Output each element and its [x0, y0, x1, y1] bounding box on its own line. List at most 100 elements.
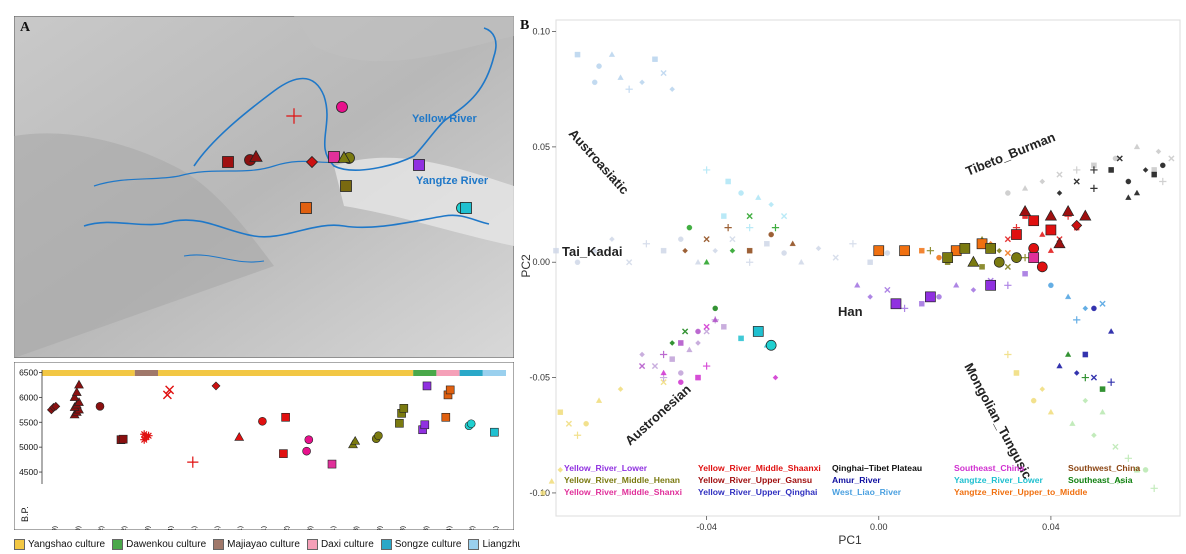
- pca-point: [1048, 282, 1054, 289]
- pca-point: [548, 478, 555, 484]
- pca-axes: -0.04 0.00 0.04 0.10 0.05 0.00 -0.05 -0.10: [529, 27, 1059, 532]
- culture-legend-item: Yangshao culture: [14, 538, 105, 550]
- pca-point: [695, 374, 701, 381]
- pca-point: [768, 231, 774, 238]
- pca-legend-item: Yellow_River_Upper_Qinghai: [698, 487, 817, 497]
- pca-point: [1004, 281, 1012, 289]
- pca-point: [1056, 190, 1063, 196]
- pca-group-label: Tai_Kadai: [562, 244, 622, 259]
- timeline-site-label: ZC (N = 3): [307, 526, 314, 530]
- timeline-point: [466, 419, 476, 429]
- map-site-marker: [460, 202, 472, 214]
- culture-bar-segment: [482, 370, 506, 376]
- pca-point: [1021, 253, 1029, 262]
- pca-highlight-point: [959, 243, 971, 254]
- map-site-marker: [300, 202, 312, 214]
- pca-highlight-point: [1028, 252, 1040, 263]
- pca-y-tick-label: -0.10: [529, 488, 550, 498]
- timeline-y-ticks: 6500 6000 5500 5000 4500: [19, 367, 43, 484]
- timeline-site-label: DY (N = 2): [284, 526, 291, 530]
- pca-highlight-point: [752, 326, 764, 337]
- pca-point: [617, 386, 624, 392]
- culture-bar-segment: [413, 370, 437, 376]
- timeline-site-label: WZ (N = 4): [168, 526, 175, 530]
- timeline-point: [187, 456, 199, 468]
- culture-bar-segment: [134, 370, 158, 376]
- pca-legend-item: Southeast_China: [954, 463, 1024, 473]
- pca-y-label: PC2: [520, 254, 533, 278]
- map-relief-north: [294, 16, 514, 62]
- pca-point: [1107, 378, 1115, 386]
- pca-point: [1039, 386, 1046, 392]
- pca-point: [609, 236, 615, 242]
- pca-point: [574, 259, 581, 265]
- culture-legend-swatch: [306, 538, 318, 550]
- pca-point: [1021, 185, 1029, 191]
- culture-legend-label: Songze culture: [394, 538, 462, 550]
- timeline-site-label: SNSZ (N = 2): [121, 526, 128, 530]
- pca-point: [1160, 162, 1166, 169]
- timeline-site-label: YC (N = 1): [330, 526, 337, 530]
- map-figure: Yellow River Yangtze River: [13, 15, 515, 359]
- pca-background: [520, 16, 1184, 548]
- pca-point: [1159, 177, 1167, 186]
- pca-point: [703, 323, 710, 330]
- timeline-point: [211, 381, 221, 391]
- pca-point: [678, 340, 684, 346]
- map-site-marker: [222, 156, 234, 168]
- pca-point: [1091, 432, 1097, 439]
- pca-point: [926, 247, 935, 255]
- pca-point: [557, 467, 564, 473]
- panel-letter-b: B: [520, 18, 530, 33]
- pca-point: [746, 212, 753, 220]
- pca-point: [617, 74, 624, 80]
- pca-point: [1112, 155, 1119, 162]
- timeline-site-label: FQS (N = 2): [469, 526, 476, 530]
- pca-highlight-point: [985, 243, 996, 254]
- pca-point: [884, 250, 891, 256]
- river-label-yellow: Yellow River: [412, 113, 478, 125]
- map-site-marker: [336, 101, 348, 113]
- panel-letter-a: A: [20, 20, 31, 35]
- timeline-point: [95, 402, 105, 411]
- pca-point: [815, 245, 822, 252]
- culture-legend-label: Liangzhu culture: [482, 538, 556, 550]
- yellow-river-line: [193, 27, 497, 171]
- pca-highlight-point: [985, 279, 996, 291]
- pca-point: [919, 247, 925, 254]
- pca-point: [660, 247, 667, 254]
- pca-point: [712, 316, 719, 323]
- pca-point: [849, 240, 857, 248]
- pca-point: [772, 374, 779, 381]
- pca-point: [596, 63, 602, 69]
- map-site-markers: [222, 101, 472, 214]
- pca-point: [738, 335, 744, 342]
- pca-point: [1022, 271, 1028, 277]
- pca-highlight-point: [1053, 237, 1066, 249]
- timeline-point: [51, 401, 61, 411]
- timeline-point: [422, 381, 432, 391]
- pca-point: [1047, 408, 1055, 415]
- timeline-site-label: SHS (N = 9): [376, 526, 383, 530]
- pca-point: [953, 282, 960, 288]
- pca-point: [746, 247, 753, 254]
- pca-point: [1039, 178, 1046, 185]
- timeline-point: [144, 431, 153, 440]
- pca-highlight-points: [752, 205, 1092, 351]
- pca-point: [659, 350, 668, 359]
- pca-point: [1056, 171, 1063, 178]
- pca-points: [540, 51, 1175, 496]
- pca-point: [936, 294, 942, 300]
- pca-point: [682, 328, 689, 335]
- pca-highlight-point: [1018, 205, 1032, 216]
- timeline-point: [399, 404, 409, 413]
- culture-bar-segment: [158, 370, 414, 376]
- pca-legend-item: Yangtze_River_Upper_to_Middle: [954, 487, 1087, 497]
- map-plain: [334, 157, 514, 246]
- timeline-point: [445, 385, 455, 395]
- timeline-point: [441, 412, 451, 422]
- timeline-site-label: DDW (N = 2): [98, 526, 105, 530]
- pca-point: [1081, 373, 1089, 382]
- culture-legend-label: Majiayao culture: [227, 538, 300, 550]
- pca-chart: -0.04 0.00 0.040.100.050.00-0.05-0.10 Aust…: [519, 16, 1184, 548]
